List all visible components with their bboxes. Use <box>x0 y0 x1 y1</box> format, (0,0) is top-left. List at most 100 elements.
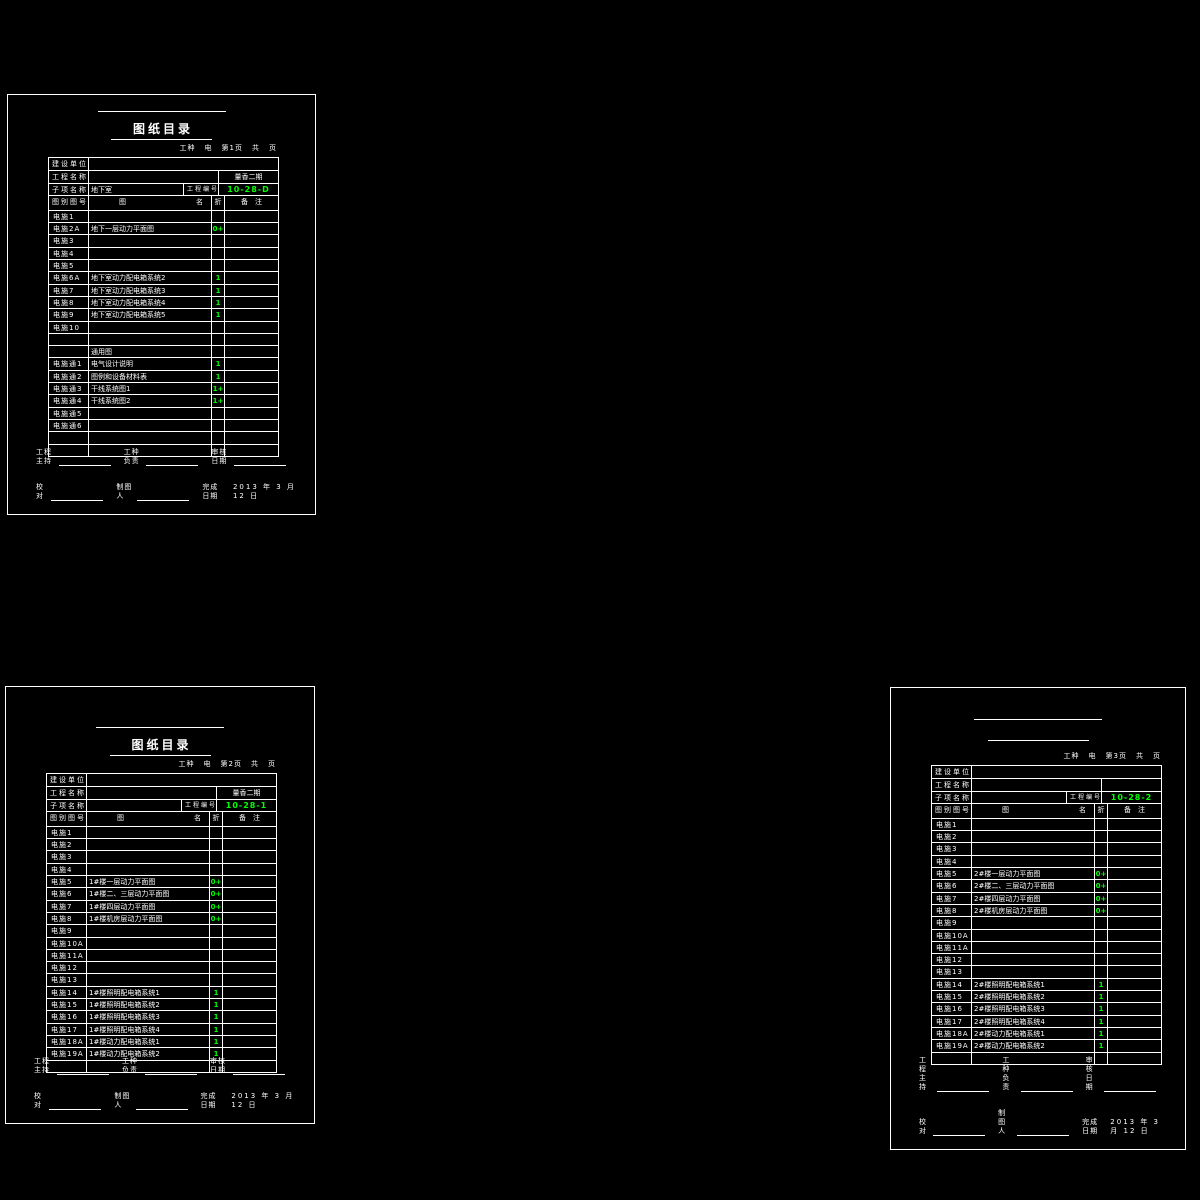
row-drawing-id <box>47 1060 87 1072</box>
footer-line: 校对 制图人 完成日期 2013 年 3 月 12 日 <box>919 1109 1169 1136</box>
row-drawing-name: 地下室动力配电箱系统5 <box>89 309 212 321</box>
table-row: 电施1 <box>47 825 276 839</box>
project-number-label: 工程编号 <box>1067 791 1102 803</box>
row-drawing-id: 电施13 <box>47 974 87 986</box>
row-drawing-id: 电施8 <box>49 296 89 309</box>
table-row: 电施19A 2#楼动力配电箱系统2 1 <box>932 1039 1161 1052</box>
table-row: 电施18A 1#楼动力配电箱系统1 1 <box>47 1034 276 1048</box>
table-row: 电施8 地下室动力配电箱系统4 1 <box>49 295 278 309</box>
row-fold-count <box>1095 818 1108 831</box>
row-drawing-name: 地下一层动力平面图 <box>89 223 212 235</box>
page-info-token: 第3页 <box>1105 752 1127 760</box>
row-drawing-name: 1#楼四层动力平面图 <box>87 900 210 912</box>
row-remark <box>223 938 276 949</box>
row-remark <box>223 962 276 973</box>
row-drawing-name: 图例和设备材料表 <box>89 370 212 383</box>
row-drawing-id: 电施3 <box>47 851 87 863</box>
signature-line <box>49 1101 102 1110</box>
sheet-footer: 工程主持 工种负责 审核日期 校对 制图人 完成日期 2013 年 3 月 12 日 <box>919 1056 1169 1136</box>
table-row: 电施通4 干线系统图2 1+ <box>49 394 278 407</box>
table-row: 电施通2 图例和设备材料表 1 <box>49 369 278 383</box>
table-row: 电施5 2#楼一层动力平面图 0+ <box>932 867 1161 880</box>
project-value <box>89 171 219 183</box>
footer-label: 制图人 <box>998 1109 1007 1135</box>
row-remark <box>1108 930 1161 941</box>
table-row: 电施4 <box>49 246 278 260</box>
row-remark <box>223 876 276 887</box>
footer-label: 审核日期 <box>211 448 228 465</box>
row-remark <box>1108 1003 1161 1014</box>
row-drawing-name <box>87 839 210 851</box>
footer-label: 校对 <box>919 1118 927 1135</box>
row-fold-count: 0+ <box>1095 880 1108 892</box>
title-overline <box>97 111 226 112</box>
table-row: 电施通1 电气设计说明 1 <box>49 357 278 370</box>
row-fold-count <box>1095 966 1108 978</box>
footer-line: 校对 制图人 完成日期 2013 年 3 月 12 日 <box>36 483 299 501</box>
subitem-label: 子项名称 <box>47 799 87 811</box>
row-drawing-name <box>89 260 212 272</box>
table-row: 电施6 1#楼二、三层动力平面图 0+ <box>47 887 276 900</box>
table-row: 电施19A 1#楼动力配电箱系统2 1 <box>47 1047 276 1060</box>
row-remark <box>223 864 276 875</box>
row-drawing-name: 通用图 <box>89 346 212 358</box>
row-drawing-id: 电施4 <box>47 863 87 876</box>
footer-label: 审核日期 <box>210 1057 226 1074</box>
row-remark <box>1108 979 1161 990</box>
row-remark <box>1108 905 1161 916</box>
footer-label: 工种负责 <box>122 1057 138 1074</box>
row-fold-count: 1+ <box>212 383 225 395</box>
row-fold-count: 0+ <box>1095 892 1108 904</box>
owner-value <box>87 774 276 786</box>
owner-label: 建设单位 <box>47 774 87 787</box>
row-drawing-id: 电施2 <box>932 831 972 843</box>
drawing-index-table: 建设单位 工程名称 子项名称 工程编号 10-28-2 图别图号图名折备注 电施1 电施2 电施… <box>931 765 1162 1065</box>
row-drawing-id: 电施1 <box>49 210 89 223</box>
table-row: 电施17 2#楼照明配电箱系统4 1 <box>932 1014 1161 1027</box>
table-row: 工程名称 <box>932 778 1161 791</box>
row-drawing-name <box>89 321 212 333</box>
row-fold-count: 1 <box>212 296 225 309</box>
row-drawing-id: 电施通2 <box>49 370 89 383</box>
footer-line: 工程主持 工种负责 审核日期 <box>34 1057 298 1075</box>
page-info-token: 第1页 <box>221 144 243 152</box>
row-drawing-name <box>87 826 210 839</box>
signature-line <box>1020 1083 1073 1092</box>
row-drawing-name <box>972 1052 1095 1064</box>
table-row: 电施17 1#楼照明配电箱系统4 1 <box>47 1022 276 1035</box>
row-fold-count <box>210 974 223 986</box>
row-drawing-id <box>932 1052 972 1064</box>
page-info-token: 电 <box>203 760 212 768</box>
table-row: 电施8 1#楼机房层动力平面图 0+ <box>47 911 276 925</box>
table-row <box>49 443 278 456</box>
subitem-label: 子项名称 <box>49 183 89 195</box>
page-info-token: 工种 <box>179 144 196 152</box>
footer-label: 工程主持 <box>919 1056 927 1091</box>
footer-label: 完成日期 <box>1082 1118 1099 1135</box>
row-drawing-name <box>972 917 1095 929</box>
footer-label: 完成日期 <box>202 483 219 500</box>
row-drawing-name: 1#楼照明配电箱系统4 <box>87 1023 210 1035</box>
row-drawing-name <box>87 949 210 962</box>
table-row: 电施16 1#楼照明配电箱系统3 1 <box>47 1010 276 1023</box>
row-fold-count <box>210 851 223 863</box>
row-drawing-name: 1#楼机房层动力平面图 <box>87 912 210 925</box>
table-row: 电施8 2#楼机房层动力平面图 0+ <box>932 903 1161 917</box>
sheet-title <box>987 736 1089 741</box>
sheet-footer: 工程主持 工种负责 审核日期 校对 制图人 完成日期 2013 年 3 月 12 日 <box>36 448 299 501</box>
table-row: 电施5 <box>49 259 278 272</box>
row-drawing-id: 电施17 <box>47 1023 87 1035</box>
row-remark <box>223 827 276 838</box>
row-remark <box>223 987 276 998</box>
row-remark <box>223 1011 276 1022</box>
row-remark <box>223 851 276 862</box>
table-row: 电施10A <box>47 936 276 949</box>
row-drawing-name: 2#楼机房层动力平面图 <box>972 904 1095 917</box>
completion-date: 2013 年 3 月 12 日 <box>232 483 296 500</box>
row-remark <box>223 999 276 1010</box>
row-fold-count: 1 <box>212 272 225 284</box>
row-remark <box>223 974 276 985</box>
row-remark <box>223 950 276 961</box>
project-number-label: 工程编号 <box>184 183 219 195</box>
row-drawing-id: 电施通6 <box>49 419 89 432</box>
